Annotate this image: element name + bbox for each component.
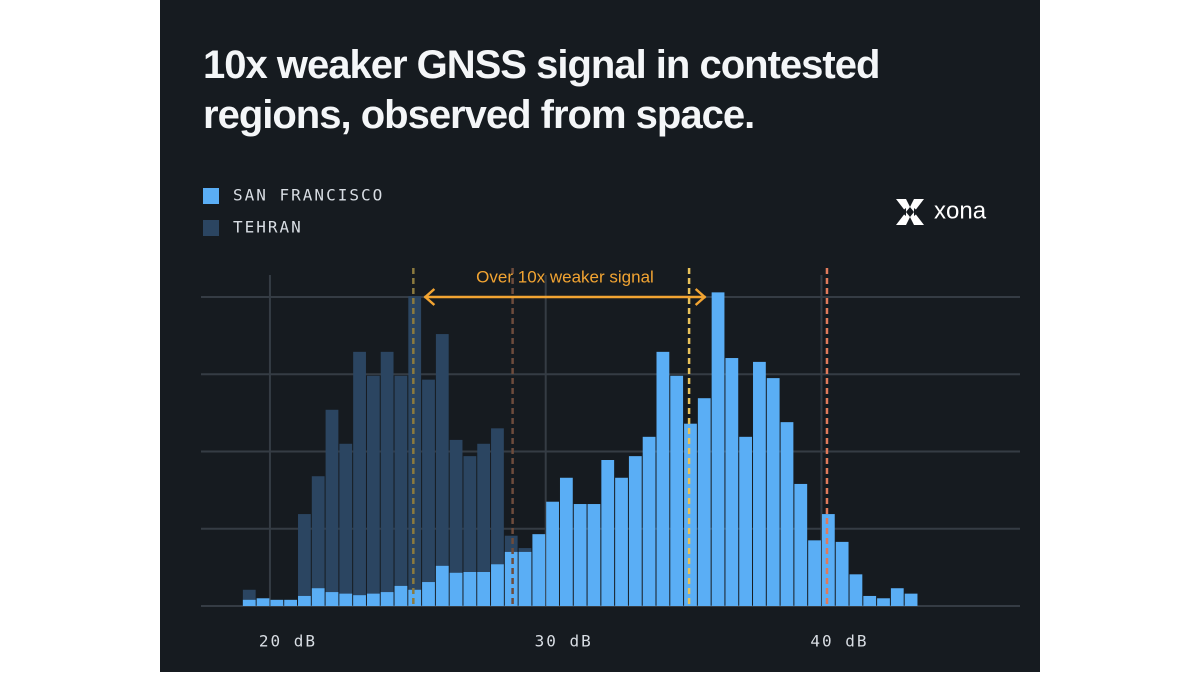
bar [380,351,394,606]
annotation-text: Over 10x weaker signal [476,267,654,286]
x-tick-label: 40 dB [810,632,868,651]
legend-swatch [203,188,219,204]
bar [904,593,918,606]
bar [353,595,366,606]
bar [697,398,711,606]
bar [835,541,849,606]
bar [422,582,435,606]
bar [449,439,463,606]
logo-icon [896,199,924,225]
bar [366,593,380,606]
bar [339,593,353,606]
bar [394,375,408,606]
legend-label: SAN FRANCISCO [233,186,384,205]
bar [325,409,339,606]
bar [628,456,642,606]
bar [408,589,422,606]
x-tick-label: 30 dB [535,632,593,651]
bar [890,588,904,606]
bar [532,534,546,606]
bar [256,598,270,606]
bar [504,551,518,606]
bar [463,456,477,606]
bar [559,477,573,606]
bar [684,423,697,606]
bar [656,351,670,606]
bar [408,296,422,606]
bar [325,592,339,606]
bar [711,292,725,606]
bar [394,585,408,606]
bar [298,514,311,606]
bar [491,564,504,606]
bar [422,379,435,606]
bar [435,334,449,606]
bar [766,378,780,606]
bar [284,599,298,606]
logo-text: xona [934,197,987,224]
bar [808,540,821,606]
arrow-head [694,288,707,306]
chart-title: 10x weaker GNSS signal in contested regi… [203,43,880,137]
bar [311,476,325,606]
bar [780,422,794,606]
bar [242,599,256,606]
bar [877,598,890,606]
x-tick-label: 20 dB [259,632,317,651]
bar [573,504,587,606]
bar [753,361,766,606]
bar [642,436,656,606]
arrow-head [423,288,436,306]
bar [821,514,835,606]
bar [863,595,877,606]
bar [339,443,353,606]
bar [546,501,559,606]
legend-label: TEHRAN [233,218,303,237]
bar [298,595,311,606]
bar [794,483,808,606]
bar [615,477,628,606]
bar [311,588,325,606]
bar [725,358,739,606]
bar [435,565,449,606]
bar [366,375,380,606]
bar [270,599,284,606]
bar [739,436,753,606]
bar [477,443,491,606]
bar [518,551,532,606]
bar [601,459,615,606]
bar [477,572,491,606]
bar [380,592,394,606]
legend-swatch [203,220,219,236]
bar [670,375,684,606]
bar [353,351,366,606]
bar [587,504,601,606]
bar [463,572,477,606]
bar [849,574,863,606]
bar [491,428,504,606]
bar [449,572,463,606]
